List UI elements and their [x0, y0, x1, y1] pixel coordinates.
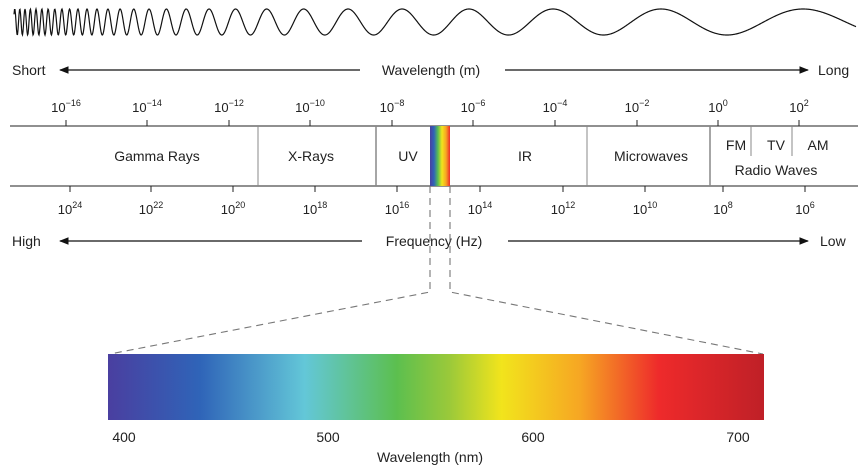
frequency-ticks: 1024 1022 1020 1018 1016 1014 1012 1010 108 106: [58, 186, 815, 217]
frequency-tick-label: 1024: [58, 200, 82, 217]
wavelength-tick-label: 10−2: [625, 98, 650, 115]
frequency-tick-label: 1012: [551, 200, 575, 217]
visible-band-strip: [430, 126, 450, 186]
frequency-tick-base: 10: [221, 202, 235, 217]
wavelength-ticks: 10−16 10−14 10−12 10−10 10−8 10−6 10−4 10−2 100 1…: [51, 98, 809, 126]
frequency-tick-base: 10: [58, 202, 72, 217]
wavelength-tick-label: 102: [789, 98, 808, 115]
band-am: AM: [808, 137, 829, 153]
frequency-tick-base: 10: [303, 202, 317, 217]
visible-axis-title: Wavelength (nm): [377, 449, 483, 465]
wavelength-tick-base: 10: [789, 100, 803, 115]
wavelength-tick-label: 10−4: [543, 98, 568, 115]
frequency-tick-label: 1022: [139, 200, 163, 217]
frequency-tick-base: 10: [139, 202, 153, 217]
frequency-tick-exponent: 12: [565, 200, 575, 210]
vis-tick-600: 600: [521, 429, 545, 445]
frequency-tick-exponent: 16: [399, 200, 409, 210]
wavelength-title: Wavelength (m): [382, 62, 480, 78]
band-xray: X-Rays: [288, 148, 334, 164]
frequency-tick-exponent: 8: [728, 200, 733, 210]
wavelength-tick-exponent: −6: [475, 98, 485, 108]
wavelength-tick-label: 10−8: [380, 98, 405, 115]
frequency-tick-label: 1014: [468, 200, 492, 217]
frequency-tick-exponent: 14: [482, 200, 492, 210]
wavelength-tick-base: 10: [295, 100, 309, 115]
frequency-tick-exponent: 10: [647, 200, 657, 210]
vis-tick-500: 500: [316, 429, 340, 445]
vis-tick-700: 700: [726, 429, 750, 445]
frequency-tick-base: 10: [713, 202, 727, 217]
vis-tick-400: 400: [112, 429, 136, 445]
frequency-tick-exponent: 22: [153, 200, 163, 210]
wavelength-tick-exponent: −16: [66, 98, 81, 108]
frequency-tick-base: 10: [633, 202, 647, 217]
wavelength-wave: [13, 6, 857, 38]
frequency-tick-base: 10: [468, 202, 482, 217]
wavelength-tick-base: 10: [543, 100, 557, 115]
band-microwaves: Microwaves: [614, 148, 688, 164]
wavelength-tick-exponent: −10: [310, 98, 325, 108]
frequency-tick-base: 10: [551, 202, 565, 217]
wavelength-tick-label: 10−6: [461, 98, 486, 115]
wavelength-tick-exponent: 0: [723, 98, 728, 108]
wavelength-tick-label: 100: [708, 98, 727, 115]
band-gamma: Gamma Rays: [114, 148, 200, 164]
wavelength-tick-base: 10: [132, 100, 146, 115]
band-radio-waves: Radio Waves: [735, 162, 818, 178]
frequency-tick-exponent: 20: [235, 200, 245, 210]
frequency-tick-base: 10: [795, 202, 809, 217]
frequency-tick-exponent: 18: [317, 200, 327, 210]
wavelength-tick-label: 10−10: [295, 98, 325, 115]
wavelength-tick-exponent: −8: [394, 98, 404, 108]
wavelength-tick-base: 10: [461, 100, 475, 115]
visible-spectrum-bar: [108, 354, 764, 420]
frequency-title: Frequency (Hz): [386, 233, 482, 249]
band-fm: FM: [726, 137, 746, 153]
wavelength-tick-exponent: −4: [557, 98, 567, 108]
low-label: Low: [820, 233, 847, 249]
frequency-tick-label: 1018: [303, 200, 327, 217]
wavelength-tick-base: 10: [625, 100, 639, 115]
wavelength-tick-base: 10: [214, 100, 228, 115]
high-label: High: [12, 233, 41, 249]
band-tv: TV: [767, 137, 786, 153]
wavelength-tick-label: 10−14: [132, 98, 162, 115]
wavelength-tick-exponent: −12: [229, 98, 244, 108]
long-label: Long: [818, 62, 849, 78]
wavelength-tick-label: 10−12: [214, 98, 244, 115]
wavelength-tick-exponent: 2: [804, 98, 809, 108]
zoom-line-left: [109, 186, 431, 355]
frequency-tick-label: 1010: [633, 200, 657, 217]
band-uv: UV: [398, 148, 418, 164]
frequency-tick-label: 1016: [385, 200, 409, 217]
frequency-tick-base: 10: [385, 202, 399, 217]
frequency-tick-label: 106: [795, 200, 814, 217]
wavelength-tick-exponent: −2: [639, 98, 649, 108]
frequency-tick-exponent: 6: [810, 200, 815, 210]
frequency-tick-label: 1020: [221, 200, 245, 217]
wavelength-tick-base: 10: [51, 100, 65, 115]
zoom-line-right: [449, 186, 764, 355]
band-ir: IR: [518, 148, 532, 164]
wavelength-tick-exponent: −14: [147, 98, 162, 108]
frequency-tick-label: 108: [713, 200, 732, 217]
wavelength-tick-base: 10: [708, 100, 722, 115]
frequency-tick-exponent: 24: [72, 200, 82, 210]
wavelength-tick-base: 10: [380, 100, 394, 115]
short-label: Short: [12, 62, 46, 78]
wavelength-tick-label: 10−16: [51, 98, 81, 115]
